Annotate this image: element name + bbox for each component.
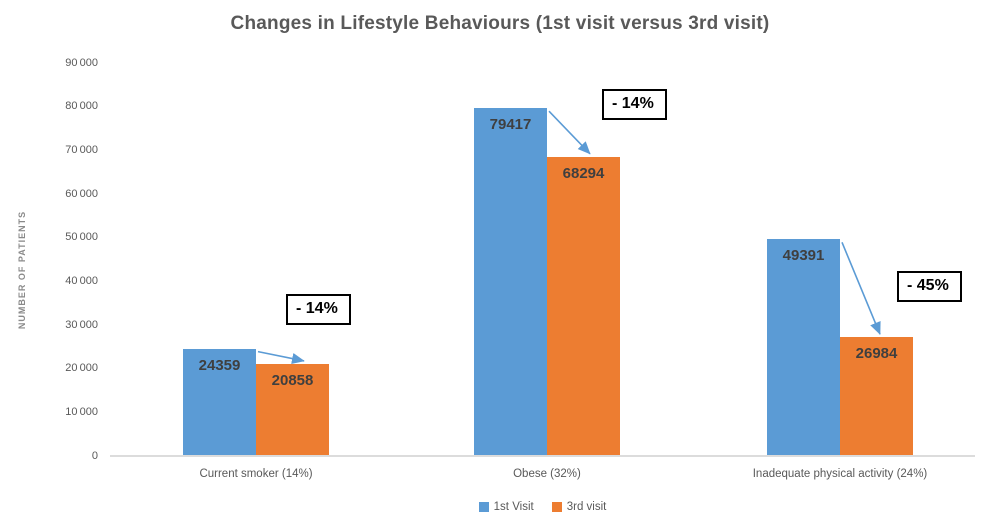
y-axis-tick-label: 20 000	[65, 362, 98, 375]
y-axis-tick-label: 30 000	[65, 318, 98, 331]
category-label: Obese (32%)	[513, 468, 581, 480]
bar-value-label: 26984	[855, 345, 898, 363]
bar-value-label: 49391	[782, 247, 825, 265]
chart-title: Changes in Lifestyle Behaviours (1st vis…	[230, 13, 770, 34]
decrease-arrow	[257, 350, 305, 365]
bar-1st-visit	[767, 239, 840, 455]
decrease-arrow	[548, 110, 591, 155]
y-axis-tick-label: 90 000	[65, 56, 98, 69]
category-label: Current smoker (14%)	[199, 468, 313, 480]
y-axis-title: NUMBER OF PATIENTS	[17, 210, 27, 330]
y-axis-tick-label: 80 000	[65, 100, 98, 113]
x-axis-line	[110, 455, 975, 457]
y-axis-tick-label: 50 000	[65, 231, 98, 244]
change-annotation-box: - 14%	[602, 89, 667, 120]
category-label: Inadequate physical activity (24%)	[752, 468, 928, 480]
bar-1st-visit	[474, 108, 547, 455]
change-annotation-box: - 45%	[897, 271, 962, 302]
legend-swatch	[551, 502, 562, 512]
y-axis-tick-label: 70 000	[65, 143, 98, 156]
change-annotation-box: - 14%	[286, 294, 351, 325]
bar-3rd-visit	[547, 156, 620, 455]
legend-swatch	[478, 502, 489, 512]
bar-3rd-visit	[256, 363, 329, 455]
y-axis-tick-label: 10 000	[65, 405, 98, 418]
y-axis-tick-label: 60 000	[65, 187, 98, 200]
bar-3rd-visit	[840, 337, 913, 455]
y-axis-tick-label: 0	[91, 449, 98, 462]
y-axis-tick-label: 40 000	[65, 274, 98, 287]
legend-item-3rd-visit: 3rd visit	[551, 501, 607, 513]
legend-item-1st-visit: 1st Visit	[478, 501, 534, 513]
legend-label: 1st Visit	[493, 501, 534, 513]
bar-value-label: 20858	[271, 371, 314, 389]
legend-label: 3rd visit	[566, 501, 607, 513]
decrease-arrow	[841, 242, 881, 335]
bar-1st-visit	[183, 348, 256, 455]
bar-value-label: 68294	[562, 164, 605, 182]
bar-value-label: 79417	[489, 116, 532, 134]
bar-value-label: 24359	[198, 356, 241, 374]
legend: 1st Visit 3rd visit	[110, 501, 975, 513]
